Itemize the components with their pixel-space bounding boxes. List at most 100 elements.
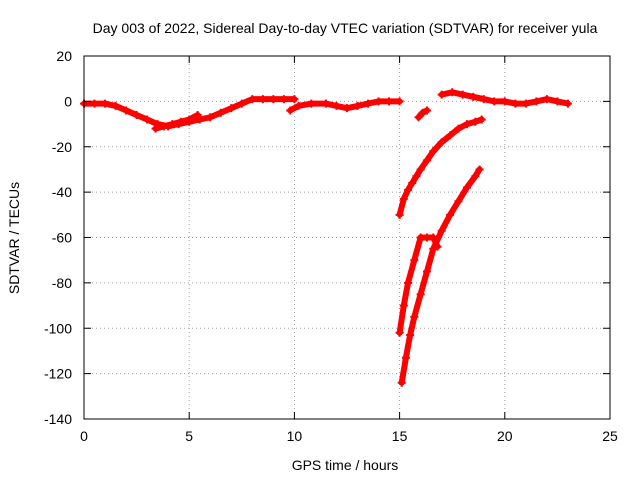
data-point: [227, 104, 236, 113]
y-tick-label: -80: [52, 275, 72, 291]
data-point: [353, 101, 362, 110]
data-point: [269, 95, 278, 104]
series-line: [396, 116, 485, 218]
data-point: [185, 115, 194, 124]
data-point: [563, 99, 572, 108]
data-point: [286, 106, 295, 115]
data-point: [343, 104, 351, 113]
data-point: [553, 97, 562, 106]
series-arc-fragment: [414, 106, 431, 122]
data-point: [364, 99, 373, 108]
data-point: [471, 172, 480, 181]
data-point: [477, 115, 486, 124]
data-point: [122, 106, 131, 115]
data-point: [429, 244, 438, 253]
data-point: [132, 110, 141, 119]
data-point: [395, 210, 404, 219]
data-point: [462, 120, 471, 129]
data-point: [404, 185, 413, 194]
data-point: [206, 113, 215, 122]
axis-ticks: 0 5 10 15 20 25 20 0 -20 -40 -60 -80 -100 -120 -140: [44, 48, 618, 444]
data-point: [471, 117, 480, 126]
data-point: [429, 147, 438, 156]
data-point: [168, 120, 177, 129]
data-point: [462, 183, 471, 192]
data-point: [437, 138, 446, 147]
data-point: [410, 312, 419, 321]
data-point: [90, 99, 99, 108]
data-point: [454, 197, 463, 206]
data-point: [422, 106, 431, 115]
chart-title: Day 003 of 2022, Sidereal Day-to-day VTE…: [93, 20, 598, 36]
data-point: [475, 165, 484, 174]
data-point: [399, 301, 408, 310]
data-point: [294, 101, 303, 110]
data-point: [542, 95, 551, 104]
data-point: [479, 95, 488, 104]
data-point: [410, 256, 419, 265]
series-arc-steep-a: [395, 115, 486, 219]
data-point: [416, 290, 425, 299]
data-point: [521, 99, 530, 108]
data-point: [422, 267, 431, 276]
y-tick-label: -100: [44, 320, 72, 336]
data-point: [248, 95, 257, 104]
data-point: [437, 226, 446, 235]
data-point: [159, 122, 168, 131]
data-point: [397, 378, 406, 387]
data-point: [500, 97, 509, 106]
data-point: [193, 110, 202, 119]
data-point: [307, 99, 316, 108]
series-arc-mid: [286, 97, 404, 115]
data-point: [448, 88, 457, 97]
data-points: [80, 88, 572, 387]
series-arc-steep-c: [397, 165, 484, 387]
data-point: [532, 97, 541, 106]
data-point: [176, 117, 185, 126]
data-point: [399, 194, 408, 203]
data-point: [385, 97, 394, 106]
data-point: [143, 115, 152, 124]
data-point: [422, 156, 431, 165]
x-tick-label: 5: [185, 428, 193, 444]
data-point: [458, 90, 467, 99]
data-point: [111, 101, 120, 110]
data-point: [101, 99, 110, 108]
data-point: [401, 353, 410, 362]
data-point: [216, 108, 225, 117]
series-arc-late: [437, 88, 572, 108]
series-arc-dip-spread: [151, 110, 202, 133]
data-point: [395, 97, 404, 106]
y-tick-label: -60: [52, 230, 72, 246]
y-tick-label: -20: [52, 139, 72, 155]
data-point: [374, 97, 383, 106]
y-tick-label: 0: [64, 93, 72, 109]
data-point: [408, 179, 417, 188]
x-tick-label: 0: [80, 428, 88, 444]
data-point: [446, 210, 455, 219]
data-point: [151, 124, 160, 133]
data-point: [414, 113, 423, 122]
x-tick-label: 15: [392, 428, 408, 444]
data-point: [454, 124, 463, 133]
data-point: [412, 172, 421, 181]
data-point: [395, 328, 404, 337]
data-point: [332, 101, 341, 110]
y-tick-label: -140: [44, 411, 72, 427]
data-point: [406, 331, 415, 340]
data-point: [416, 165, 425, 174]
data-point: [404, 278, 413, 287]
x-axis-label: GPS time / hours: [292, 457, 399, 473]
y-axis-label: SDTVAR / TECUs: [6, 182, 22, 294]
data-point: [290, 95, 299, 104]
data-point: [279, 95, 288, 104]
x-tick-label: 10: [287, 428, 303, 444]
x-tick-label: 25: [602, 428, 618, 444]
data-point: [446, 131, 455, 140]
series-line: [398, 166, 483, 386]
data-point: [237, 99, 246, 108]
data-point: [418, 108, 427, 117]
y-tick-label: 20: [56, 48, 72, 64]
x-tick-label: 20: [497, 428, 513, 444]
